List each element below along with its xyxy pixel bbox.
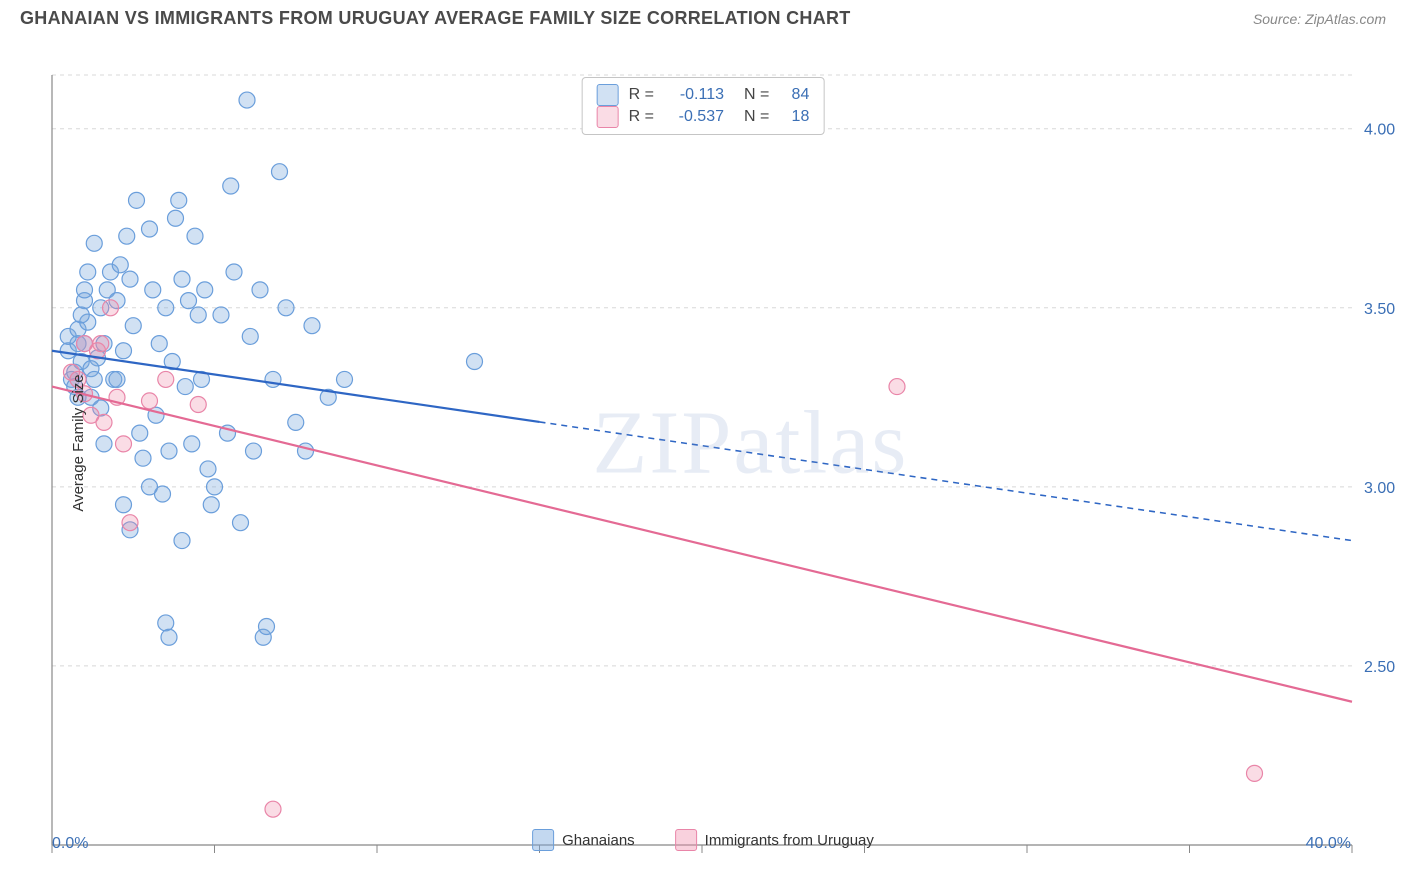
legend-label: Ghanaians (562, 832, 635, 849)
n-label: N = (744, 108, 769, 126)
scatter-chart-svg: 2.50 3.00 3.50 4.00 (0, 33, 1406, 853)
chart-area: Average Family Size ZIPatlas 2.503.003.5… (0, 33, 1406, 853)
chart-source: Source: ZipAtlas.com (1253, 11, 1386, 27)
r-label: R = (629, 86, 654, 104)
svg-text:4.00: 4.00 (1364, 122, 1395, 139)
legend-swatch (597, 106, 619, 128)
n-label: N = (744, 86, 769, 104)
legend-label: Immigrants from Uruguay (705, 832, 874, 849)
n-value: 18 (779, 108, 809, 126)
svg-text:3.00: 3.00 (1364, 480, 1395, 497)
legend-item: Ghanaians (532, 829, 635, 851)
legend-swatch (675, 829, 697, 851)
x-max-label: 40.0% (1306, 835, 1351, 853)
series-legend: Ghanaians Immigrants from Uruguay (532, 829, 874, 851)
correlation-legend-row: R = -0.537 N = 18 (597, 106, 810, 128)
svg-text:3.50: 3.50 (1364, 301, 1395, 318)
correlation-legend-row: R = -0.113 N = 84 (597, 84, 810, 106)
y-axis-label: Average Family Size (70, 374, 87, 511)
r-value: -0.113 (664, 86, 724, 104)
legend-item: Immigrants from Uruguay (675, 829, 874, 851)
legend-swatch (597, 84, 619, 106)
correlation-legend: R = -0.113 N = 84 R = -0.537 N = 18 (582, 77, 825, 135)
svg-text:2.50: 2.50 (1364, 659, 1395, 676)
n-value: 84 (779, 86, 809, 104)
chart-header: GHANAIAN VS IMMIGRANTS FROM URUGUAY AVER… (0, 0, 1406, 33)
r-label: R = (629, 108, 654, 126)
r-value: -0.537 (664, 108, 724, 126)
legend-swatch (532, 829, 554, 851)
x-min-label: 0.0% (52, 835, 88, 853)
chart-title: GHANAIAN VS IMMIGRANTS FROM URUGUAY AVER… (20, 8, 851, 29)
